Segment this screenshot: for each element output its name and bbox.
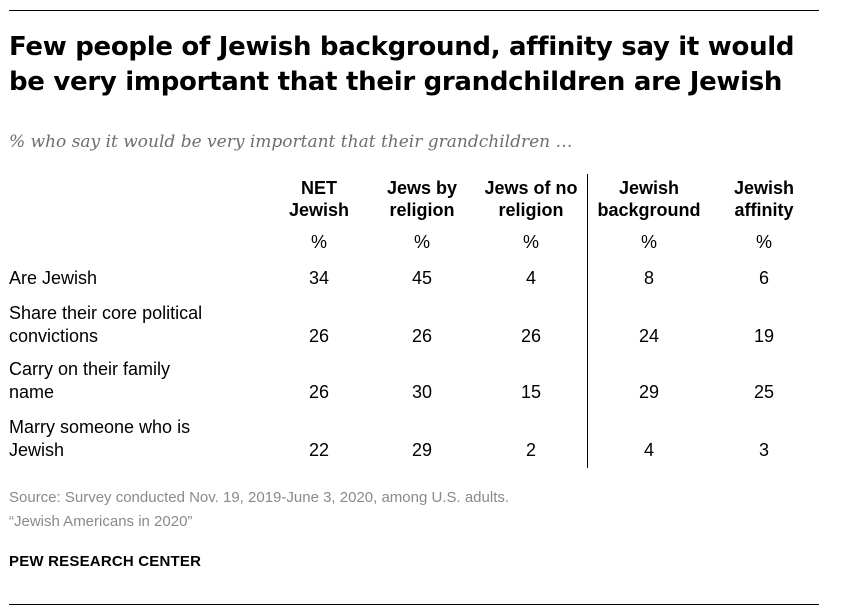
table-cell: 26 (308, 326, 330, 346)
table-cell: 26 (520, 326, 542, 346)
table-cell: 2 (525, 440, 536, 460)
source-note: Source: Survey conducted Nov. 19, 2019-J… (9, 486, 509, 534)
row-label-line: Share their core political (9, 303, 203, 323)
percent-unit: % (640, 232, 657, 252)
column-header-line: religion (498, 200, 564, 220)
table-cell: 15 (520, 382, 542, 402)
column-header-line: NET (301, 178, 337, 198)
column-header-line: religion (389, 200, 455, 220)
chart-subtitle: % who say it would be very important tha… (9, 132, 573, 152)
table-cell: 24 (638, 326, 660, 346)
column-header-line: Jews by (386, 178, 458, 198)
column-header-line: affinity (734, 200, 794, 220)
row-label: Carry on their family name (9, 358, 279, 404)
bottom-rule (9, 604, 819, 605)
table-cell: 29 (638, 382, 660, 402)
row-label: Are Jewish (9, 267, 279, 290)
row-label-line: Marry someone who is (9, 417, 191, 437)
chart-title: Few people of Jewish background, affinit… (9, 32, 795, 97)
percent-unit: % (413, 232, 430, 252)
table-cell: 3 (758, 440, 769, 460)
column-header: NET Jewish (254, 177, 384, 221)
column-divider (587, 174, 588, 468)
table-cell: 34 (308, 268, 330, 288)
column-header-line: Jewish (733, 178, 795, 198)
table-cell: 19 (753, 326, 775, 346)
percent-unit: % (755, 232, 772, 252)
table-cell: 26 (411, 326, 433, 346)
table-cell: 29 (411, 440, 433, 460)
table-cell: 4 (643, 440, 654, 460)
source-line-1: Source: Survey conducted Nov. 19, 2019-J… (9, 489, 510, 506)
top-rule (9, 10, 819, 11)
column-header: Jewish background (584, 177, 714, 221)
row-label-line: Carry on their family (9, 359, 171, 379)
column-header: Jews of no religion (466, 177, 596, 221)
table-cell: 25 (753, 382, 775, 402)
source-line-2: “Jewish Americans in 2020” (9, 513, 193, 530)
column-header: Jews by religion (357, 177, 487, 221)
table-cell: 30 (411, 382, 433, 402)
column-header-line: Jews of no (484, 178, 578, 198)
column-header-line: Jewish (618, 178, 680, 198)
table-cell: 8 (643, 268, 654, 288)
column-header-line: background (597, 200, 701, 220)
row-label-line: convictions (9, 326, 99, 346)
column-header-line: Jewish (288, 200, 350, 220)
percent-unit: % (522, 232, 539, 252)
row-label: Marry someone who is Jewish (9, 416, 279, 462)
table-cell: 26 (308, 382, 330, 402)
column-header: Jewish affinity (699, 177, 829, 221)
table-cell: 6 (758, 268, 769, 288)
table-cell: 4 (525, 268, 536, 288)
brand-label: PEW RESEARCH CENTER (9, 553, 202, 570)
percent-unit: % (310, 232, 327, 252)
row-label-line: Are Jewish (9, 268, 98, 288)
table-cell: 22 (308, 440, 330, 460)
row-label-line: name (9, 382, 55, 402)
row-label: Share their core political convictions (9, 302, 279, 348)
table-cell: 45 (411, 268, 433, 288)
row-label-line: Jewish (9, 440, 65, 460)
